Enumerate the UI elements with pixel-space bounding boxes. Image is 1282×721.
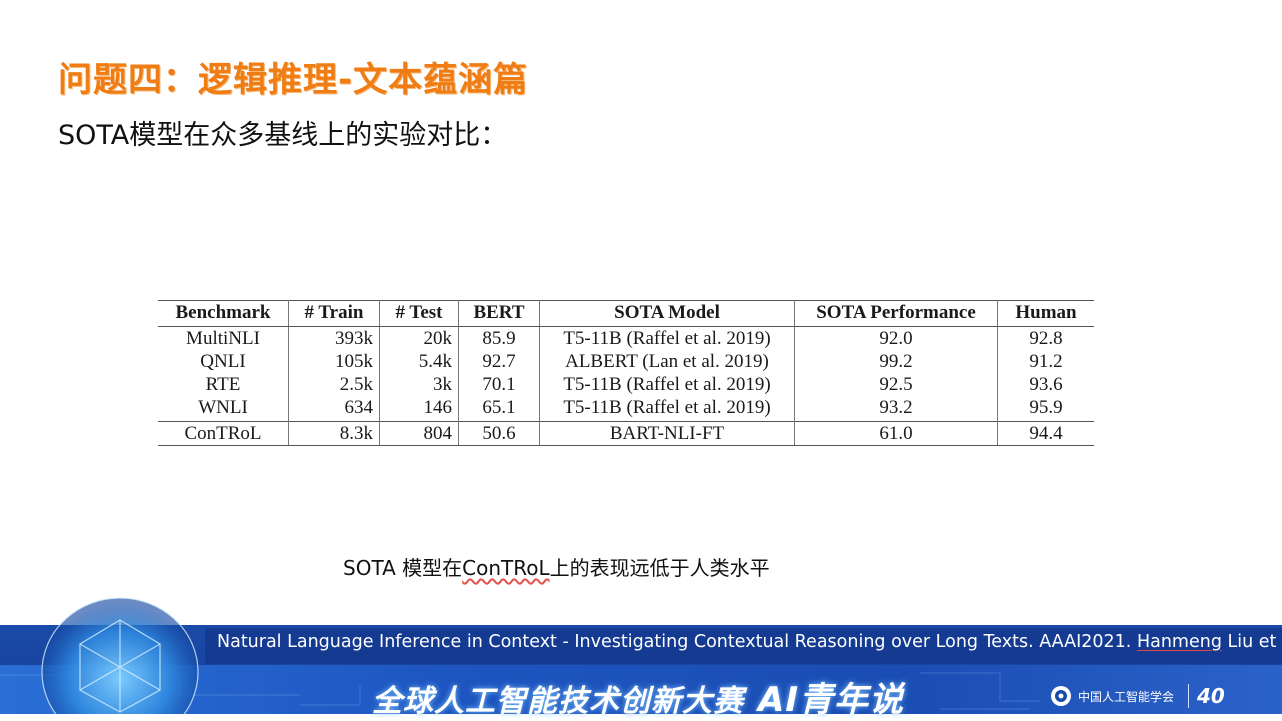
table-row-control: ConTRoL 8.3k 804 50.6 BART-NLI-FT 61.0 9… (158, 421, 1094, 446)
cell-test: 804 (379, 421, 459, 446)
cell-human: 92.8 (1029, 328, 1063, 349)
cell-human: 91.2 (1029, 351, 1063, 372)
cell-bert: 92.7 (458, 350, 540, 373)
slide-title: 问题四：逻辑推理-文本蕴涵篇 (58, 60, 529, 100)
reference-author: Hanmeng (1136, 632, 1222, 652)
cell-benchmark: QNLI (158, 350, 289, 373)
anniversary-badge: 40 (1188, 684, 1225, 708)
cell-sota-model: BART-NLI-FT (539, 421, 795, 446)
cell-test: 5.4k (379, 350, 459, 373)
cell-bert: 50.6 (458, 421, 540, 446)
cell-test: 146 (379, 396, 459, 422)
cell-sota-performance: 99.2 (794, 350, 998, 373)
event-title: 全球人工智能技术创新大赛 AI青年说 (372, 672, 904, 721)
caption-control-word: ConTRoL (462, 556, 550, 580)
cell-bert: 65.1 (458, 396, 540, 422)
cell-bert: 85.9 (458, 326, 540, 350)
table-row: QNLI 105k 5.4k 92.7 ALBERT (Lan et al. 2… (158, 350, 1094, 373)
table-row: MultiNLI 393k 20k 85.9 T5-11B (Raffel et… (158, 326, 1094, 350)
cell-sota-model: T5-11B (Raffel et al. 2019) (539, 373, 795, 396)
header-test: # Test (379, 300, 459, 327)
reference-main: Natural Language Inference in Context - … (217, 632, 1137, 652)
cell-sota-performance: 93.2 (794, 396, 998, 422)
cell-benchmark: RTE (158, 373, 289, 396)
cell-sota-performance: 61.0 (794, 421, 998, 446)
header-benchmark: Benchmark (158, 300, 289, 327)
cell-human: 95.9 (1029, 397, 1063, 418)
globe-icon (41, 597, 199, 714)
slide-caption: SOTA 模型在ConTRoL上的表现远低于人类水平 (343, 552, 770, 581)
cell-test: 20k (379, 326, 459, 350)
header-sota-performance: SOTA Performance (794, 300, 998, 327)
results-table-container: Benchmark # Train # Test BERT SOTA Model… (158, 300, 1094, 446)
caption-prefix: SOTA 模型在 (343, 556, 463, 580)
reference-bar (205, 628, 1282, 664)
cell-sota-model: T5-11B (Raffel et al. 2019) (539, 326, 795, 350)
reference-tail: Liu et al. (1227, 632, 1282, 652)
org-logo-icon (1051, 686, 1071, 706)
header-sota-model: SOTA Model (539, 300, 795, 327)
cell-benchmark: ConTRoL (158, 421, 289, 446)
results-table: Benchmark # Train # Test BERT SOTA Model… (158, 300, 1094, 446)
slide-subtitle: SOTA模型在众多基线上的实验对比： (58, 120, 508, 151)
caption-suffix: 上的表现远低于人类水平 (549, 556, 770, 580)
cell-train: 634 (288, 396, 380, 422)
cell-train: 2.5k (288, 373, 380, 396)
event-title-main: 全球人工智能技术创新大赛 (372, 684, 744, 719)
table-row: RTE 2.5k 3k 70.1 T5-11B (Raffel et al. 2… (158, 373, 1094, 396)
cell-bert: 70.1 (458, 373, 540, 396)
cell-human: 94.4 (997, 421, 1094, 446)
cell-train: 8.3k (288, 421, 380, 446)
table-header-row: Benchmark # Train # Test BERT SOTA Model… (158, 300, 1094, 327)
header-bert: BERT (458, 300, 540, 327)
header-train: # Train (288, 300, 380, 327)
cell-train: 105k (288, 350, 380, 373)
cell-test: 3k (379, 373, 459, 396)
cell-benchmark: MultiNLI (158, 326, 289, 350)
org-name: 中国人工智能学会 (1078, 690, 1175, 704)
cell-human: 93.6 (1029, 374, 1063, 395)
cell-sota-performance: 92.5 (794, 373, 998, 396)
header-human: Human (997, 300, 1094, 327)
table-row: WNLI 634 146 65.1 T5-11B (Raffel et al. … (158, 396, 1094, 422)
event-title-ai: AI青年说 (758, 680, 904, 720)
cell-sota-model: T5-11B (Raffel et al. 2019) (539, 396, 795, 422)
reference-citation: Natural Language Inference in Context - … (217, 632, 1282, 652)
cell-sota-performance: 92.0 (794, 326, 998, 350)
cell-train: 393k (288, 326, 380, 350)
cell-benchmark: WNLI (158, 396, 289, 422)
cell-sota-model: ALBERT (Lan et al. 2019) (539, 350, 795, 373)
